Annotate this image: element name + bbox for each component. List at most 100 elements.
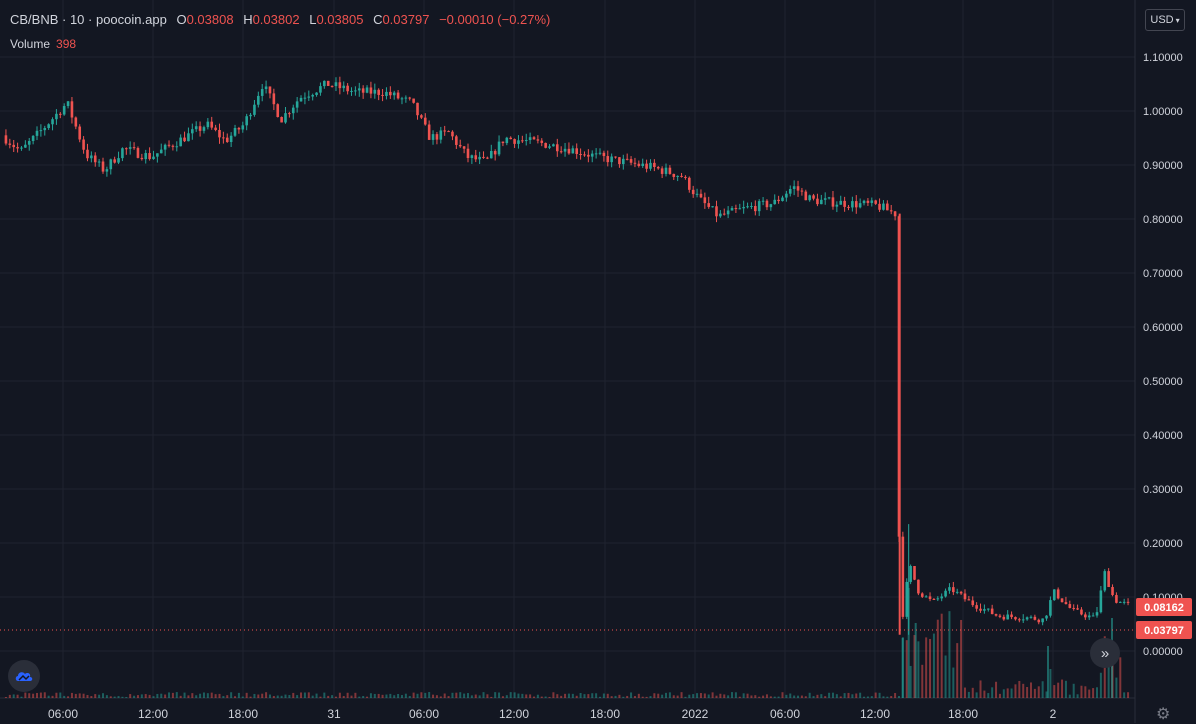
volume-bar [183,692,186,698]
candle-body [1010,614,1013,618]
volume-bar [4,696,7,698]
candle-body [373,89,377,94]
gear-icon[interactable]: ⚙ [1156,706,1171,723]
candle-body [571,148,575,154]
candle-body [245,116,248,126]
candle-body [1111,587,1114,596]
y-tick-label: 0.20000 [1143,538,1183,550]
candle-body [548,146,551,148]
candle-body [101,161,105,172]
volume-bar [967,691,970,698]
candle-body [684,176,687,178]
candle-body [1064,602,1068,605]
candle-body [1006,614,1009,620]
volume-bar [723,694,726,698]
candle-body [1018,619,1021,621]
candle-body [288,113,291,115]
volume-bar [447,696,450,698]
candle-body [719,213,722,217]
candle-body [742,207,745,209]
candle-body [963,593,967,600]
candle-body [109,159,113,170]
volume-bar [727,695,730,698]
volume-bar [393,695,396,698]
volume-bar [560,695,563,698]
candle-body [113,159,116,163]
volume-bar [532,696,535,698]
candle-body [874,200,877,204]
volume-bar [67,696,70,698]
candle-body [167,144,171,146]
candle-body [291,107,295,114]
candle-body [369,87,373,94]
candle-body [43,128,47,131]
candle-body [761,200,765,202]
candle-body [1045,615,1048,619]
volume-bar [661,694,664,698]
candle-body [924,596,928,598]
candle-body [389,91,392,96]
candle-body [788,188,792,194]
volume-bar [397,693,400,698]
candle-body [163,144,167,150]
candle-body [501,141,505,144]
candle-body [237,127,241,130]
volume-legend: Volume 398 [10,37,76,51]
volume-bar [1033,688,1036,698]
candle-body [610,156,613,163]
volume-bar [152,696,155,698]
currency-button[interactable]: USD ▾ [1145,9,1185,31]
volume-bar [125,696,128,698]
x-tick-label: 06:00 [770,707,800,721]
candle-body [1060,598,1064,603]
volume-bar [785,694,788,698]
volume-bar [894,693,897,698]
volume-bar [346,692,349,698]
volume-bar [1002,689,1005,698]
volume-bar [665,692,668,698]
volume-bar [1092,688,1095,698]
candle-body [559,151,563,153]
volume-bar [676,695,679,698]
volume-bar [866,696,869,698]
candle-body [311,94,314,97]
candle-body [392,92,396,96]
candle-body [847,206,850,208]
volume-bar [1064,680,1067,698]
volume-bar [381,694,384,698]
candle-body [1072,607,1075,609]
candle-body [614,156,617,158]
candle-body [105,169,109,172]
candle-body [664,167,668,174]
candle-body [862,200,866,204]
candle-body [315,92,318,95]
candle-body [62,106,66,115]
volume-bar [509,692,512,698]
y-tick-label: 0.70000 [1143,268,1183,280]
candle-body [90,155,93,159]
volume-bar [230,692,233,698]
candle-body [816,198,819,205]
volume-bar [808,692,811,698]
candle-body [1087,615,1091,618]
candle-body [458,144,462,147]
candle-body [827,197,831,199]
volume-bar [226,695,229,698]
symbol-title[interactable]: CB/BNB · 10 · poocoin.app [10,12,167,27]
scroll-to-realtime-button[interactable]: » [1090,638,1120,668]
volume-bar [284,694,287,698]
volume-bar [94,694,97,698]
double-chevron-right-icon: » [1100,644,1110,662]
volume-bar [715,695,718,698]
candle-body [179,137,182,147]
candle-body [1118,601,1122,603]
candle-body [412,98,415,103]
volume-bar [327,695,330,698]
candle-body [688,177,691,190]
volume-bar [897,695,900,698]
tradingview-logo[interactable] [8,660,40,692]
x-tick-label: 18:00 [948,707,978,721]
volume-bar [1119,657,1122,698]
volume-bar [241,696,244,698]
